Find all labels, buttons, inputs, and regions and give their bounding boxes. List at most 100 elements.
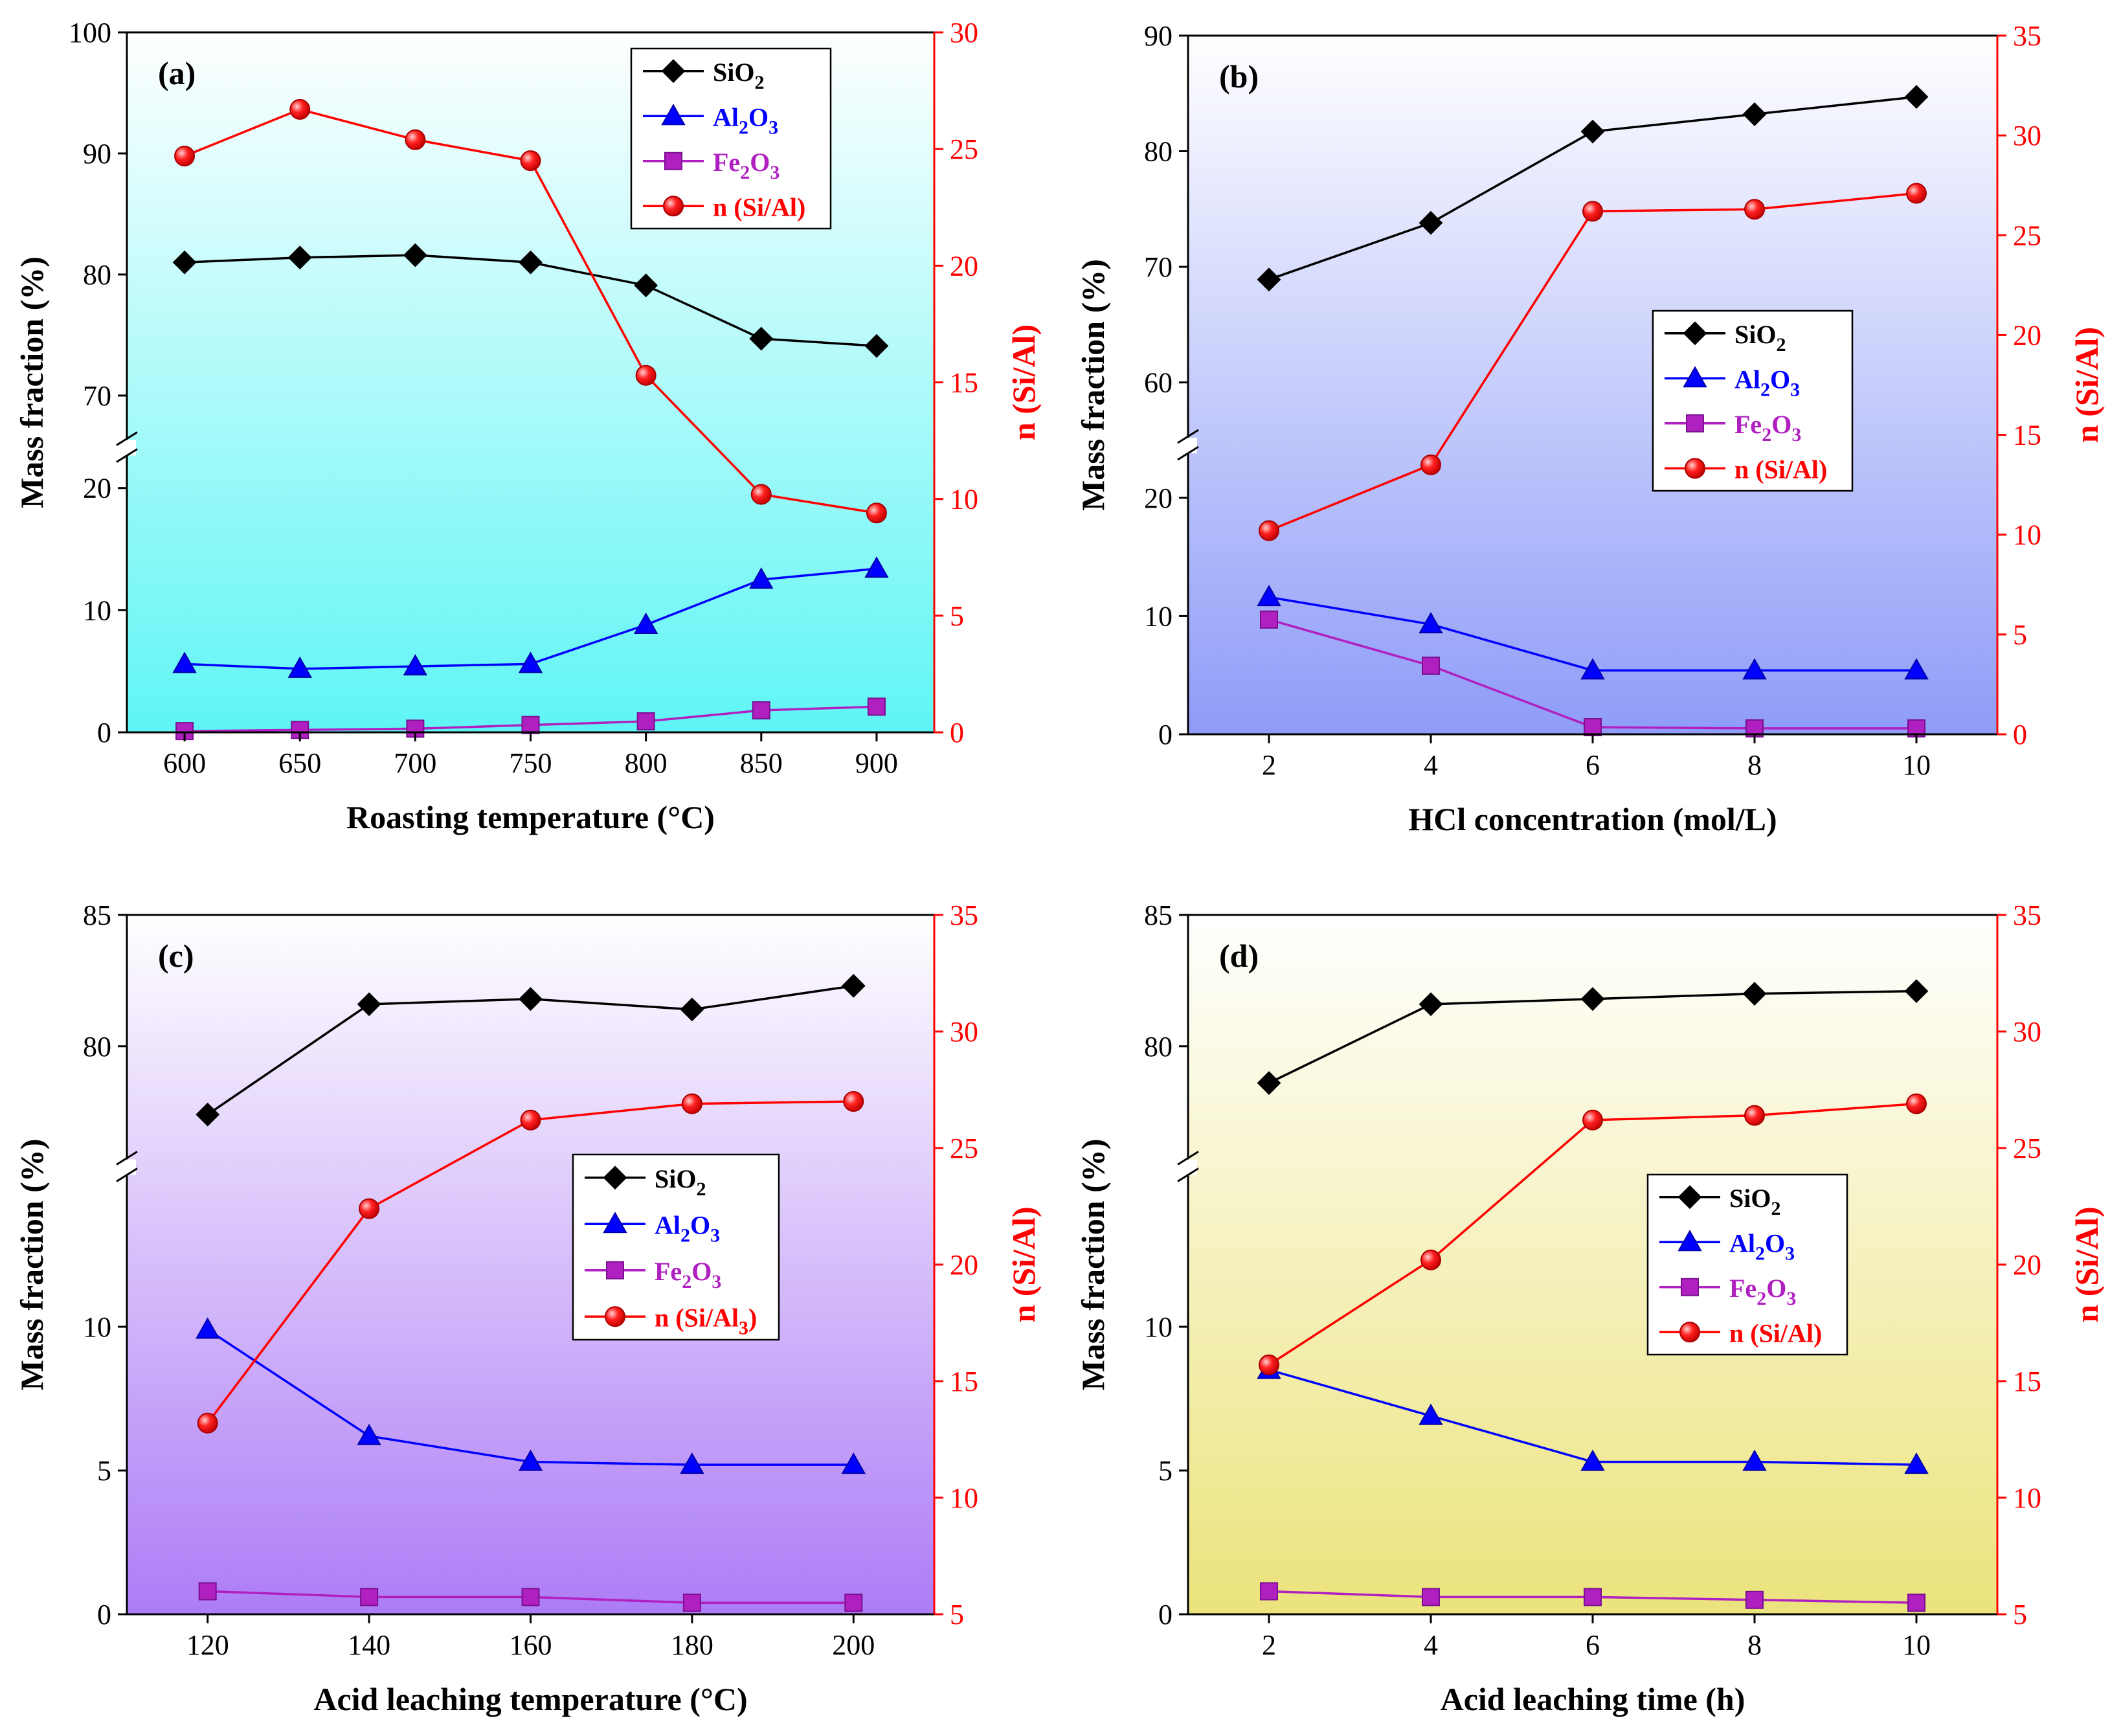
data-point-nsial-2 [1582, 201, 1603, 222]
legend-marker [1681, 1278, 1699, 1296]
legend: SiO2 Al2O3 Fe2O3 n (Si/Al3) [572, 1153, 780, 1341]
y-tick-label: 100 [69, 17, 111, 49]
y2-tick-label: 30 [2013, 120, 2041, 152]
legend-item: Fe2O3 [1659, 1274, 1796, 1309]
legend-label: SiO2 [1729, 1184, 1780, 1219]
plot-background [1188, 36, 1997, 734]
x-tick-label: 6 [1586, 1629, 1600, 1661]
legend-label: n (Si/Al) [1729, 1318, 1822, 1347]
data-point-al2o3-4 [841, 1452, 866, 1474]
data-point-sio2-1 [287, 245, 312, 270]
y2-tick-label: 5 [2013, 1599, 2027, 1630]
x-tick-label: 750 [510, 747, 552, 779]
legend-item: n (Si/Al3) [585, 1303, 757, 1338]
legend-item: SiO2 [1659, 1184, 1780, 1219]
data-point-al2o3-3 [1742, 1449, 1767, 1471]
x-axis-label: Acid leaching temperature (°C) [313, 1681, 747, 1717]
data-point-nsial-3 [1744, 1105, 1765, 1126]
y-tick-label: 70 [1144, 251, 1173, 283]
y2-tick-label: 25 [2013, 220, 2041, 251]
data-point-sio2-4 [841, 974, 866, 998]
legend: SiO2 Al2O3 Fe2O3 n (Si/Al) [1652, 310, 1854, 492]
panel-label: (b) [1219, 58, 1259, 95]
data-point-sio2-0 [172, 250, 197, 275]
legend-item: Fe2O3 [1665, 410, 1801, 445]
legend-marker [1683, 321, 1707, 346]
data-point-fe2o3-2 [1584, 1588, 1602, 1606]
data-point-sio2-1 [357, 992, 381, 1017]
data-point-fe2o3-4 [636, 712, 655, 731]
data-point-nsial-4 [1906, 1093, 1927, 1114]
y-tick-label: 0 [1158, 1599, 1173, 1630]
legend-item: SiO2 [1665, 320, 1786, 355]
data-point-al2o3-5 [749, 567, 774, 589]
data-point-sio2-3 [519, 250, 543, 275]
y2-tick-label: 35 [950, 899, 978, 931]
y-axis-label: Mass fraction (%) [14, 1139, 50, 1391]
panel-label: (a) [158, 55, 196, 91]
data-point-nsial-1 [1420, 454, 1441, 475]
data-point-sio2-2 [519, 987, 543, 1011]
data-point-al2o3-2 [403, 654, 428, 676]
legend-item: n (Si/Al) [1659, 1318, 1822, 1347]
panel-c: 120 140 160 180 200 0 5 10 80 85 5 10 15 20 25 30 35 Acid… [14, 899, 1042, 1717]
legend-marker [1686, 414, 1704, 433]
axis-break-mark [116, 1167, 138, 1182]
data-point-al2o3-0 [172, 651, 197, 673]
y-tick-label: 70 [83, 380, 111, 412]
legend-marker [606, 1261, 624, 1279]
data-point-nsial-2 [1582, 1109, 1603, 1131]
legend-marker [603, 1212, 627, 1234]
data-point-fe2o3-0 [198, 1582, 217, 1601]
legend-label: Al2O3 [655, 1210, 720, 1246]
y2-tick-label: 20 [2013, 319, 2041, 351]
y2-axis-label: n (Si/Al) [1005, 1206, 1042, 1322]
legend-marker [1678, 1230, 1702, 1252]
y2-tick-label: 10 [2013, 1482, 2041, 1514]
y2-tick-label: 35 [2013, 899, 2041, 931]
legend-item: n (Si/Al) [643, 192, 805, 221]
x-tick-label: 8 [1747, 749, 1762, 781]
legend-label: Fe2O3 [1729, 1274, 1796, 1309]
y-tick-label: 0 [97, 717, 111, 749]
data-point-fe2o3-4 [1907, 1594, 1925, 1612]
y2-axis-label: n (Si/Al) [2069, 327, 2105, 443]
axis-break-mark [116, 448, 138, 463]
axis-break-mark [1177, 429, 1199, 444]
data-point-al2o3-2 [1580, 1449, 1605, 1471]
legend-marker [605, 1306, 625, 1327]
data-point-al2o3-1 [1419, 612, 1443, 634]
legend-box [630, 47, 832, 230]
legend-marker [1683, 366, 1707, 388]
legend-marker [664, 152, 682, 170]
legend: SiO2 Al2O3 Fe2O3 n (Si/Al) [1646, 1173, 1848, 1356]
data-point-sio2-0 [1257, 1071, 1281, 1095]
legend-item: Al2O3 [1659, 1228, 1795, 1264]
legend-box [572, 1153, 780, 1341]
y-tick-label: 0 [1158, 719, 1173, 750]
data-point-al2o3-1 [287, 656, 312, 678]
data-point-al2o3-3 [680, 1452, 704, 1474]
y2-tick-label: 25 [950, 133, 978, 165]
y2-tick-label: 15 [950, 1366, 978, 1397]
data-point-al2o3-0 [195, 1317, 220, 1339]
x-axis-label: Roasting temperature (°C) [346, 799, 715, 835]
x-tick-label: 8 [1747, 1629, 1762, 1661]
y-tick-label: 5 [97, 1455, 111, 1487]
legend-item: n (Si/Al) [1665, 455, 1827, 484]
data-point-fe2o3-1 [1422, 657, 1440, 675]
axis-break-mark [1177, 1151, 1199, 1166]
data-point-nsial-4 [1906, 183, 1927, 204]
y2-tick-label: 0 [950, 717, 964, 749]
x-tick-label: 180 [671, 1629, 713, 1661]
data-point-fe2o3-0 [1260, 1582, 1278, 1601]
data-point-sio2-0 [1257, 267, 1281, 292]
data-point-al2o3-0 [1257, 585, 1281, 607]
data-point-sio2-1 [1419, 992, 1443, 1017]
y2-tick-label: 15 [2013, 1366, 2041, 1397]
y-tick-label: 10 [1144, 1311, 1173, 1343]
data-point-sio2-4 [1904, 85, 1929, 109]
y2-axis-label: n (Si/Al) [2069, 1206, 2105, 1322]
y2-tick-label: 10 [950, 1482, 978, 1514]
x-tick-label: 2 [1262, 1629, 1276, 1661]
